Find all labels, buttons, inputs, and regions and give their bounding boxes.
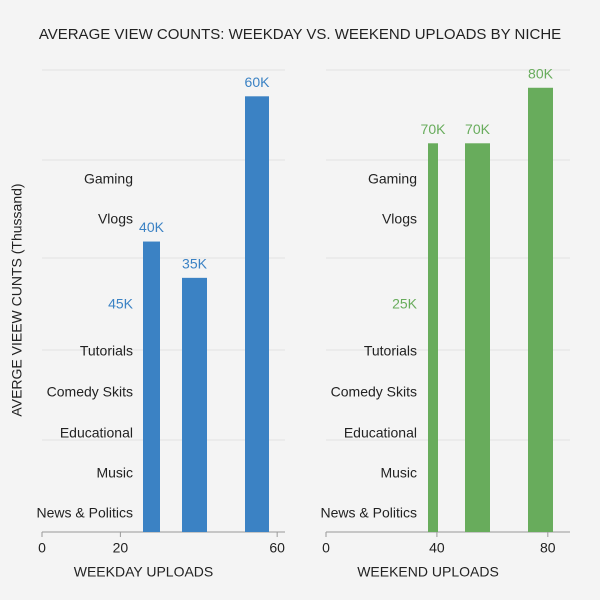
x-tick-label: 60 bbox=[269, 540, 285, 556]
bar bbox=[143, 241, 160, 533]
x-axis-label: WEEKDAY UPLOADS bbox=[74, 564, 214, 580]
category-label: Comedy Skits bbox=[47, 384, 133, 400]
value-label: 80K bbox=[528, 65, 554, 81]
bar bbox=[245, 96, 269, 533]
y-axis-label: AVERGE VIEEW CUNTS (Thussand) bbox=[9, 183, 25, 416]
value-label: 60K bbox=[245, 74, 271, 90]
x-tick-label: 20 bbox=[113, 540, 129, 556]
bar bbox=[528, 87, 553, 532]
category-label: Music bbox=[380, 465, 417, 481]
x-tick-label: 0 bbox=[322, 540, 330, 556]
x-tick-label: 0 bbox=[38, 540, 46, 556]
value-label: 40K bbox=[139, 219, 165, 235]
annotation: 45K bbox=[108, 296, 134, 312]
bar bbox=[465, 143, 490, 532]
category-label: Vlogs bbox=[98, 211, 133, 227]
value-label: 35K bbox=[182, 256, 208, 272]
category-label: Tutorials bbox=[80, 343, 133, 359]
annotation: 25K bbox=[392, 296, 418, 312]
category-label: Gaming bbox=[84, 171, 133, 187]
x-tick-label: 80 bbox=[540, 540, 556, 556]
x-tick-label: 40 bbox=[429, 540, 445, 556]
category-label: Educational bbox=[344, 425, 417, 441]
bar bbox=[182, 277, 207, 532]
value-label: 70K bbox=[421, 121, 447, 137]
category-label: Vlogs bbox=[382, 211, 417, 227]
category-label: Educational bbox=[60, 425, 133, 441]
category-label: News & Politics bbox=[321, 505, 417, 521]
category-label: Music bbox=[96, 465, 133, 481]
category-label: Comedy Skits bbox=[331, 384, 417, 400]
category-label: Tutorials bbox=[364, 343, 417, 359]
category-label: News & Politics bbox=[37, 505, 133, 521]
value-label: 70K bbox=[465, 121, 491, 137]
x-axis-label: WEEKEND UPLOADS bbox=[357, 564, 499, 580]
category-label: Gaming bbox=[368, 171, 417, 187]
chart-title: AVERAGE VIEW COUNTS: WEEKDAY VS. WEEKEND… bbox=[39, 26, 561, 43]
bar bbox=[428, 143, 438, 532]
